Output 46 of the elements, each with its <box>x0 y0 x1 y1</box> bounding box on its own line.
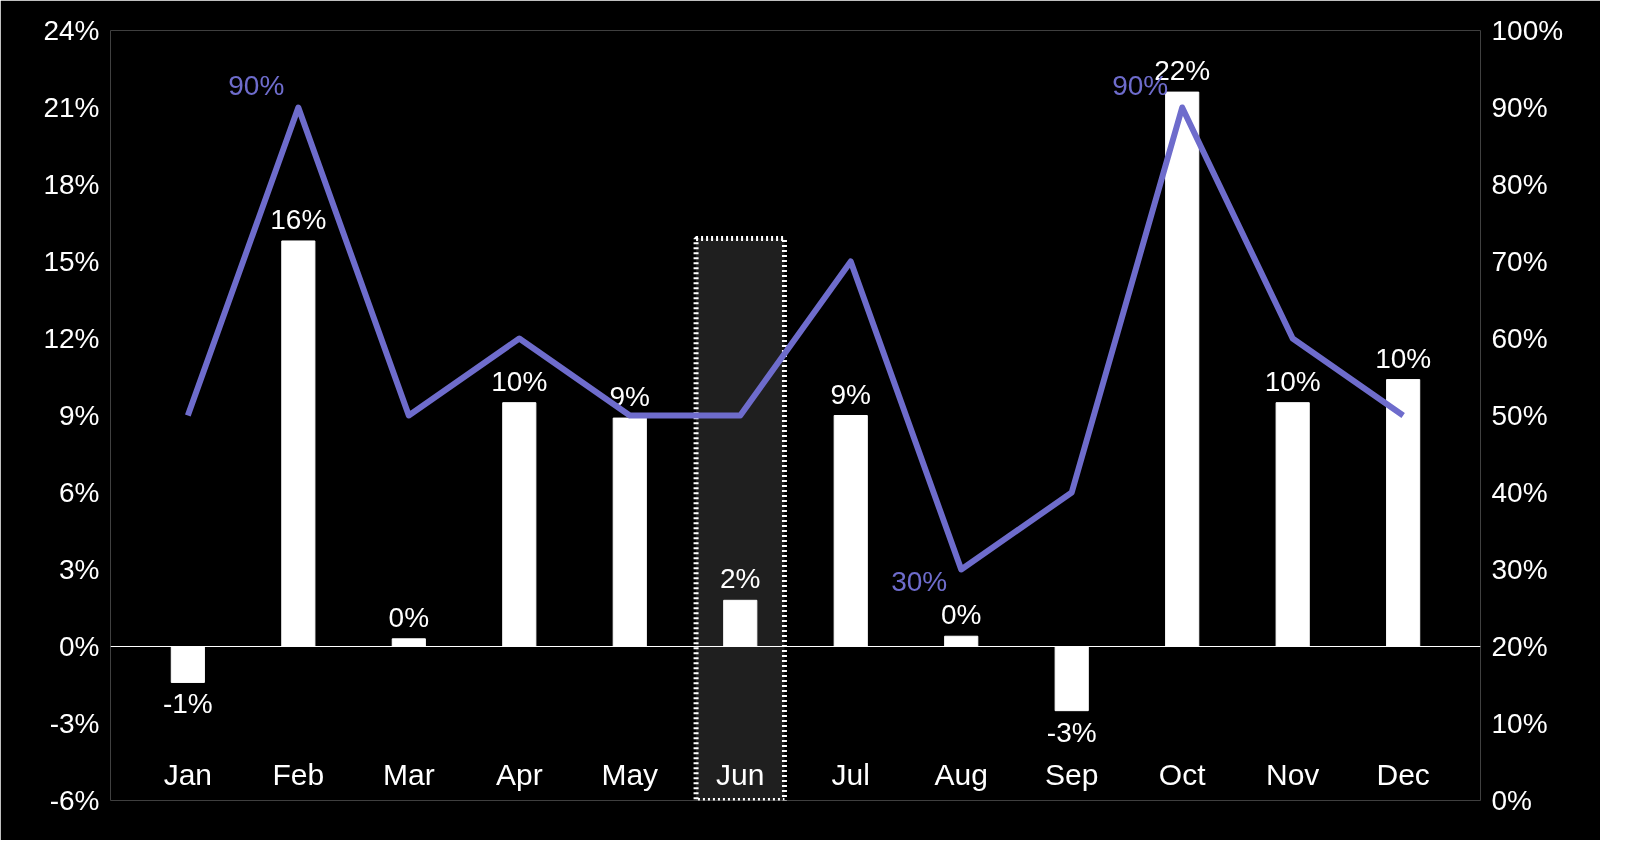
data-label: 0% <box>388 601 430 633</box>
y2-tick-label: 20% <box>1491 631 1548 662</box>
y2-tick-label: 100% <box>1491 15 1564 46</box>
y2-tick-label: 40% <box>1491 477 1548 508</box>
data-label: -3% <box>1046 716 1097 748</box>
y2-tick-label: 90% <box>1491 92 1548 123</box>
data-label: 10% <box>1264 365 1321 397</box>
x-tick-label: Jun <box>716 757 765 791</box>
y-tick-label: 18% <box>43 169 100 200</box>
data-label: 2% <box>720 563 761 595</box>
y2-tick-label: 60% <box>1491 323 1548 354</box>
data-label: 9% <box>830 378 871 410</box>
x-tick-label: May <box>601 757 659 791</box>
y-tick-label: -6% <box>49 785 100 816</box>
y-tick-label: 0% <box>59 631 100 662</box>
y2-tick-label: 10% <box>1491 708 1548 739</box>
data-label: 10% <box>491 365 548 397</box>
y-tick-label: -3% <box>49 708 100 739</box>
x-tick-label: Aug <box>934 757 988 791</box>
x-tick-label: Feb <box>272 757 325 791</box>
x-tick-label: Dec <box>1376 757 1430 791</box>
y-tick-label: 24% <box>43 15 100 46</box>
y2-tick-label: 30% <box>1491 554 1548 585</box>
x-tick-label: Sep <box>1045 757 1099 791</box>
data-label: -1% <box>162 688 213 720</box>
x-tick-label: Jan <box>163 757 213 791</box>
y-tick-label: 15% <box>43 246 100 277</box>
y2-tick-label: 70% <box>1491 246 1548 277</box>
y2-tick-label: 50% <box>1491 400 1548 431</box>
y2-tick-label: 0% <box>1491 785 1532 816</box>
y-tick-label: 3% <box>59 554 100 585</box>
x-tick-label: Nov <box>1266 757 1320 791</box>
data-label: 16% <box>270 203 327 235</box>
x-tick-label: Mar <box>382 757 435 791</box>
y-tick-label: 6% <box>59 477 100 508</box>
y-tick-label: 9% <box>59 400 100 431</box>
y2-tick-label: 80% <box>1491 169 1548 200</box>
x-tick-label: Apr <box>495 757 543 791</box>
x-tick-label: Jul <box>831 757 870 791</box>
data-label: 90% <box>228 70 285 101</box>
y-tick-label: 21% <box>43 92 100 123</box>
data-label: 30% <box>891 566 948 597</box>
data-label: 10% <box>1375 342 1432 374</box>
data-label: 0% <box>940 599 982 631</box>
x-tick-label: Oct <box>1158 757 1207 791</box>
y-tick-label: 12% <box>43 323 100 354</box>
